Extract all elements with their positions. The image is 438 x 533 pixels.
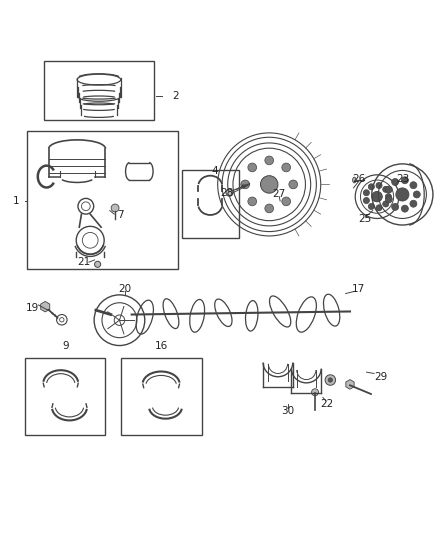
Circle shape <box>401 205 408 212</box>
Text: 19: 19 <box>25 303 39 313</box>
Circle shape <box>385 193 392 200</box>
Circle shape <box>410 200 417 207</box>
Circle shape <box>376 182 382 189</box>
Text: 23: 23 <box>396 174 409 184</box>
Circle shape <box>289 180 297 189</box>
Text: 21: 21 <box>77 257 90 267</box>
Circle shape <box>95 261 101 268</box>
Bar <box>25 358 106 434</box>
Circle shape <box>376 205 382 211</box>
Bar <box>182 171 239 238</box>
Text: 28: 28 <box>220 188 233 198</box>
Circle shape <box>226 189 233 196</box>
Text: 25: 25 <box>359 214 372 224</box>
Circle shape <box>392 179 399 185</box>
Circle shape <box>413 191 420 198</box>
Circle shape <box>111 204 119 212</box>
Circle shape <box>261 176 278 193</box>
Text: 30: 30 <box>282 407 294 416</box>
Text: 1: 1 <box>13 196 20 206</box>
Circle shape <box>282 197 290 206</box>
Circle shape <box>410 182 417 189</box>
Bar <box>121 358 201 434</box>
Circle shape <box>325 375 336 385</box>
Circle shape <box>364 190 369 196</box>
Circle shape <box>282 163 290 172</box>
Text: 29: 29 <box>374 372 387 382</box>
Text: 2: 2 <box>172 91 179 101</box>
Circle shape <box>385 196 392 203</box>
Circle shape <box>383 187 389 192</box>
Text: 20: 20 <box>119 284 132 294</box>
Ellipse shape <box>353 177 356 183</box>
Circle shape <box>311 389 318 395</box>
Text: 9: 9 <box>62 341 69 351</box>
Circle shape <box>265 156 274 165</box>
Circle shape <box>328 378 332 382</box>
Text: 26: 26 <box>352 174 365 184</box>
Circle shape <box>241 180 250 189</box>
Circle shape <box>265 204 274 213</box>
Text: 22: 22 <box>321 399 334 409</box>
Text: 4: 4 <box>211 166 218 176</box>
Circle shape <box>364 197 369 204</box>
Circle shape <box>392 204 399 211</box>
Circle shape <box>368 204 374 209</box>
Circle shape <box>372 191 382 202</box>
Text: 7: 7 <box>117 210 124 220</box>
Circle shape <box>385 186 392 193</box>
Circle shape <box>248 197 257 206</box>
Text: 16: 16 <box>155 341 168 351</box>
Bar <box>44 61 153 120</box>
Circle shape <box>368 184 374 190</box>
Circle shape <box>383 201 389 207</box>
Circle shape <box>396 188 409 201</box>
Circle shape <box>401 177 408 184</box>
Circle shape <box>248 163 257 172</box>
Bar <box>27 131 177 269</box>
Text: 17: 17 <box>352 284 365 294</box>
Text: 27: 27 <box>272 189 286 199</box>
